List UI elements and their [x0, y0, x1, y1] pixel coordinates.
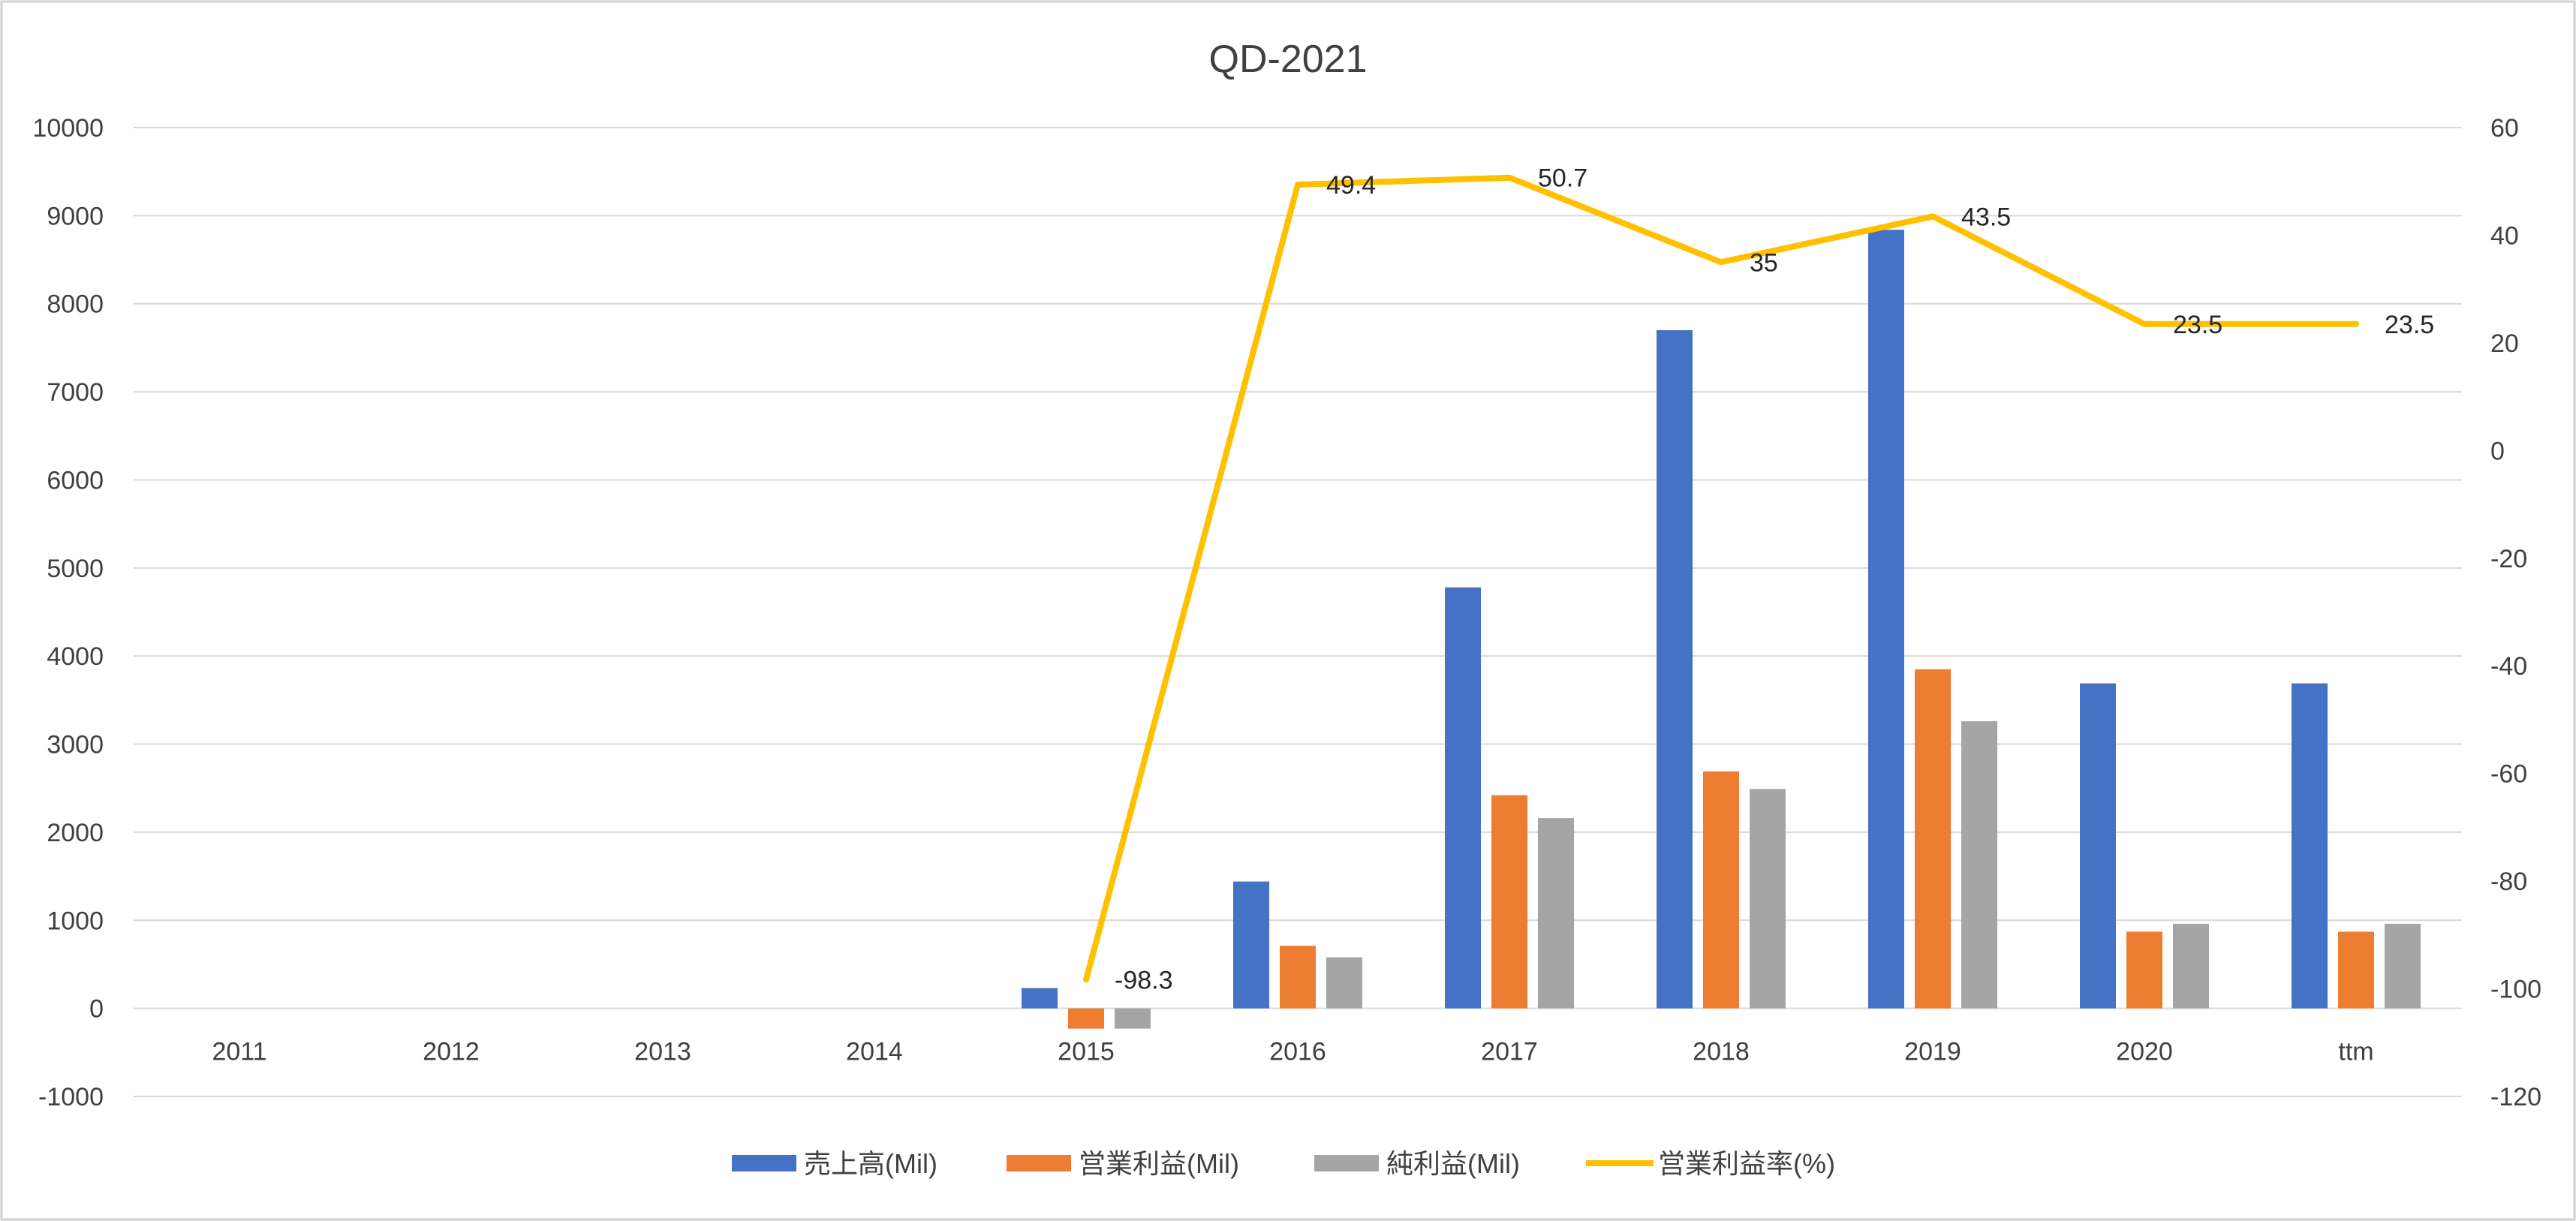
legend-item-4[interactable]: 営業利益率(%)	[1586, 1148, 1835, 1179]
left-tick-label: 5000	[47, 555, 104, 583]
x-tick-label: 2013	[634, 1038, 691, 1066]
line-data-label: -98.3	[1115, 966, 1173, 994]
right-tick-label: 20	[2490, 329, 2519, 358]
right-axis-ticks: -120 -100 -80 -60 -40 -20 0 20 40 60	[2490, 114, 2541, 1111]
legend-swatch	[732, 1155, 796, 1171]
legend[interactable]: 売上高(Mil) 営業利益(Mil) 純利益(Mil) 営業利益率(%)	[732, 1148, 1835, 1179]
bar-series-2-2015	[1068, 1008, 1104, 1029]
left-tick-label: 9000	[47, 202, 104, 230]
line-point	[1085, 979, 1087, 981]
x-tick-label: 2018	[1693, 1038, 1750, 1066]
right-tick-label: -40	[2490, 652, 2527, 681]
left-tick-label: 0	[89, 995, 104, 1024]
x-tick-label: 2014	[846, 1038, 903, 1066]
gridlines	[134, 127, 2462, 1097]
bar-series-2-2019	[1915, 669, 1951, 1009]
left-tick-label: 4000	[47, 642, 104, 671]
bar-series-1-2015	[1022, 988, 1058, 1009]
right-tick-label: -20	[2490, 545, 2527, 573]
left-tick-label: 7000	[47, 378, 104, 407]
bar-series-1-2019	[1868, 230, 1904, 1009]
bar-series	[1022, 230, 2421, 1029]
bar-series-1-2016	[1233, 881, 1269, 1009]
legend-label: 売上高(Mil)	[804, 1148, 937, 1179]
legend-item-3[interactable]: 純利益(Mil)	[1314, 1148, 1520, 1179]
left-tick-label: 8000	[47, 290, 104, 319]
left-tick-label: 6000	[47, 466, 104, 495]
chart-title: QD-2021	[1209, 38, 1368, 81]
data-labels: -98.3 49.4 50.7 35 43.5 23.5 23.5	[1115, 164, 2434, 995]
line-point	[1720, 261, 1722, 263]
legend-swatch	[1314, 1155, 1379, 1171]
bar-series-1-2020	[2080, 683, 2116, 1009]
line-point	[1297, 184, 1299, 186]
line-point	[1509, 176, 1510, 179]
bar-series-3-2019	[1961, 721, 1997, 1009]
bar-series-3-ttm	[2385, 923, 2421, 1009]
bar-series-3-2015	[1115, 1008, 1151, 1029]
bar-series-2-2018	[1703, 771, 1739, 1009]
line-data-label: 49.4	[1326, 171, 1376, 200]
x-tick-label: 2016	[1269, 1038, 1326, 1066]
bar-series-2-ttm	[2338, 931, 2374, 1009]
left-tick-label: 1000	[47, 907, 104, 935]
legend-item-1[interactable]: 売上高(Mil)	[732, 1148, 937, 1179]
right-tick-label: -60	[2490, 760, 2527, 789]
right-tick-label: 40	[2490, 221, 2519, 250]
bar-series-1-2018	[1657, 329, 1693, 1009]
bar-series-3-2016	[1326, 957, 1362, 1009]
x-tick-label: 2011	[212, 1038, 266, 1066]
right-tick-label: -100	[2490, 976, 2541, 1004]
right-tick-label: 60	[2490, 114, 2519, 143]
bar-series-3-2018	[1750, 789, 1786, 1009]
bar-series-1-2017	[1445, 587, 1481, 1009]
right-tick-label: -120	[2490, 1083, 2541, 1111]
x-tick-label: 2017	[1481, 1038, 1538, 1066]
legend-label: 営業利益率(%)	[1658, 1148, 1835, 1179]
bar-series-1-ttm	[2292, 683, 2328, 1009]
left-tick-label: 10000	[32, 114, 104, 143]
right-tick-label: 0	[2490, 437, 2505, 465]
line-data-label: 50.7	[1538, 164, 1587, 193]
x-tick-label: 2019	[1904, 1038, 1961, 1066]
line-point	[2144, 323, 2145, 325]
x-axis-ticks: 2011 2012 2013 2014 2015 2016 2017 2018 2019 2020…	[212, 1038, 2373, 1066]
left-axis-ticks: -1000 0 1000 2000 3000 4000 5000 6000 7000 8000 90…	[32, 114, 104, 1111]
left-tick-label: -1000	[38, 1083, 104, 1111]
legend-item-2[interactable]: 営業利益(Mil)	[1007, 1148, 1239, 1179]
bar-series-3-2020	[2173, 923, 2209, 1009]
x-tick-label: ttm	[2338, 1038, 2373, 1066]
line-point	[1932, 215, 1934, 218]
line-data-label: 43.5	[1961, 203, 2011, 231]
right-tick-label: -80	[2490, 868, 2527, 896]
line-point	[2355, 323, 2357, 325]
bar-series-2-2016	[1280, 946, 1316, 1009]
legend-label: 営業利益(Mil)	[1079, 1148, 1239, 1179]
legend-label: 純利益(Mil)	[1386, 1148, 1520, 1179]
line-series	[1083, 174, 2359, 983]
line-data-label: 23.5	[2385, 311, 2434, 339]
legend-swatch	[1007, 1155, 1071, 1171]
bar-series-2-2017	[1491, 795, 1527, 1009]
left-tick-label: 2000	[47, 819, 104, 847]
bar-series-3-2017	[1538, 818, 1574, 1009]
x-tick-label: 2020	[2116, 1038, 2173, 1066]
line-data-label: 35	[1750, 248, 1778, 277]
x-tick-label: 2012	[423, 1038, 480, 1066]
bar-series-2-2020	[2126, 931, 2162, 1009]
left-tick-label: 3000	[47, 731, 104, 759]
x-tick-label: 2015	[1058, 1038, 1115, 1066]
line-data-label: 23.5	[2173, 311, 2222, 339]
